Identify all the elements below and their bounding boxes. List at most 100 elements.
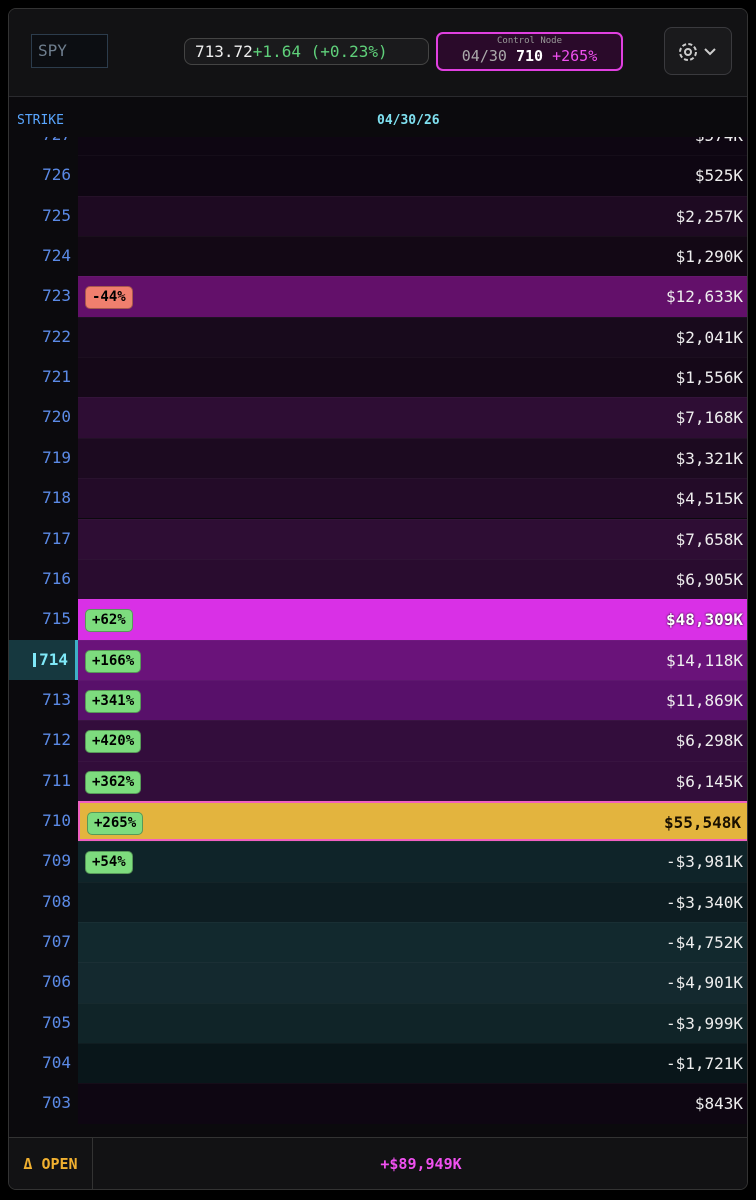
value-label: $7,168K [675, 408, 743, 428]
strike-row: 710 $55,548K +265% [9, 800, 747, 842]
value-cell: $1,290K [78, 236, 747, 277]
value-label: $1,290K [675, 247, 743, 267]
strike-row: 704 -$1,721K [9, 1043, 747, 1084]
strike-label: 712 [42, 730, 71, 750]
strike-row: 707 -$4,752K [9, 922, 747, 963]
current-marker [33, 653, 37, 668]
value-cell: $55,548K +265% [78, 800, 747, 842]
value-cell: -$4,752K [78, 922, 747, 963]
strike-row: 717 $7,658K [9, 518, 747, 559]
strike-label: 706 [42, 972, 71, 992]
value-label: $6,298K [675, 731, 743, 751]
strike-label: 727 [9, 137, 78, 155]
strike-row: 724 $1,290K [9, 236, 747, 277]
value-cell: $6,145K +362% [78, 760, 747, 801]
pct-badge: -44% [85, 286, 133, 310]
strike-label: 725 [42, 205, 71, 225]
strike-row: 713 $11,869K +341% [9, 679, 747, 721]
strike-label: 715 [42, 609, 71, 629]
strike-label: 717 [42, 528, 71, 548]
value-label: $6,905K [675, 569, 743, 589]
control-node[interactable]: Control Node 04/30 710 +265% [436, 32, 623, 71]
value-cell: $843K [78, 1083, 747, 1124]
value-label: $3,321K [675, 448, 743, 468]
app-frame: SPY 713.72+1.64 (+0.23%) Control Node 04… [8, 8, 748, 1190]
strike-row: 712 $6,298K +420% [9, 720, 747, 761]
value-label: $6,145K [675, 771, 743, 791]
strike-row: 718 $4,515K [9, 478, 747, 519]
value-label: -$3,981K [665, 852, 743, 872]
strike-label: 720 [42, 407, 71, 427]
strike-label: 703 [42, 1093, 71, 1113]
value-cell: -$3,999K [78, 1002, 747, 1044]
price-pill: 713.72+1.64 (+0.23%) [184, 38, 429, 65]
strike-label: 718 [42, 488, 71, 508]
value-label: $574K [695, 137, 743, 156]
node-date: 04/30 [461, 47, 507, 65]
value-label: $1,556K [675, 368, 743, 388]
value-cell: $12,633K -44% [78, 276, 747, 317]
footer-total: +$89,949K [380, 1155, 462, 1173]
strike-row: 715 $48,309K +62% [9, 599, 747, 640]
value-label: $11,869K [665, 690, 743, 710]
value-cell: $3,321K [78, 437, 747, 479]
value-label: -$1,721K [665, 1054, 743, 1074]
value-label: $48,309K [665, 610, 743, 630]
control-node-label: Control Node [496, 36, 563, 46]
change-pct: (+0.23%) [310, 42, 388, 61]
pct-badge: +62% [85, 609, 133, 633]
strike-row: 719 $3,321K [9, 437, 747, 479]
value-cell: $11,869K +341% [78, 679, 747, 721]
strike-label: 721 [42, 367, 71, 387]
footer-label: Δ OPEN [9, 1138, 93, 1189]
value-label: -$3,340K [665, 892, 743, 912]
value-label: $55,548K [663, 812, 741, 832]
value-cell: $525K [78, 155, 747, 196]
pct-badge: +265% [87, 811, 144, 835]
strike-row: 727 $574K [9, 137, 747, 156]
value-label: -$4,901K [665, 973, 743, 993]
strike-row: 716 $6,905K [9, 558, 747, 600]
settings-icon [679, 43, 716, 61]
strike-row: 725 $2,257K [9, 195, 747, 237]
header: SPY 713.72+1.64 (+0.23%) Control Node 04… [9, 9, 747, 97]
strike-label: 709 [42, 851, 71, 871]
value-cell: -$4,901K [78, 962, 747, 1003]
pct-badge: +420% [85, 730, 142, 754]
ticker-input[interactable]: SPY [31, 34, 108, 68]
value-cell: -$3,981K +54% [78, 841, 747, 882]
value-cell: -$1,721K [78, 1043, 747, 1084]
node-strike: 710 [515, 47, 544, 65]
value-cell: $7,658K [78, 518, 747, 559]
strike-header: STRIKE [17, 113, 64, 128]
value-label: $525K [694, 166, 743, 186]
value-label: $14,118K [665, 650, 743, 670]
value-label: $12,633K [665, 287, 743, 307]
strike-label: 705 [42, 1012, 71, 1032]
table-header: STRIKE 04/30/26 [9, 105, 747, 137]
pct-badge: +54% [85, 851, 133, 875]
strike-row: 703 $843K [9, 1083, 747, 1124]
strike-row: 723 $12,633K -44% [9, 276, 747, 317]
settings-button[interactable] [664, 27, 732, 75]
strike-row: 705 -$3,999K [9, 1002, 747, 1044]
strike-row: 709 -$3,981K +54% [9, 841, 747, 882]
value-label: $7,658K [675, 529, 743, 549]
value-label: $2,257K [675, 206, 743, 226]
value-label: -$3,999K [665, 1013, 743, 1033]
value-cell: $4,515K [78, 478, 747, 519]
value-label: -$4,752K [665, 933, 743, 952]
price: 713.72 [195, 42, 253, 61]
strike-label: 713 [42, 689, 71, 709]
strike-label: 723 [42, 286, 71, 306]
strike-row: 721 $1,556K [9, 357, 747, 398]
strike-row: 714 $14,118K +166% [9, 639, 747, 680]
strike-row: 720 $7,168K [9, 397, 747, 438]
value-cell: $7,168K [78, 397, 747, 438]
pct-badge: +341% [85, 689, 142, 713]
strike-label: 704 [42, 1053, 71, 1073]
footer: Δ OPEN +$89,949K [9, 1137, 747, 1189]
change: +1.64 [252, 42, 301, 61]
value-cell: $2,041K [78, 316, 747, 358]
